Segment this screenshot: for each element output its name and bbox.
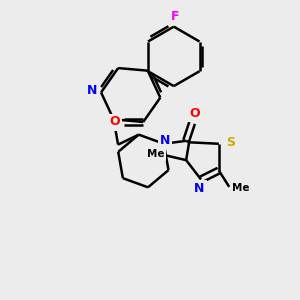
Text: S: S xyxy=(226,136,235,149)
Text: N: N xyxy=(160,134,170,147)
Text: Me: Me xyxy=(232,183,249,194)
Text: F: F xyxy=(171,10,179,23)
Text: N: N xyxy=(110,116,120,129)
Text: O: O xyxy=(109,116,120,128)
Text: N: N xyxy=(194,182,205,195)
Text: N: N xyxy=(87,84,97,98)
Text: Me: Me xyxy=(147,149,164,159)
Text: O: O xyxy=(189,107,200,120)
